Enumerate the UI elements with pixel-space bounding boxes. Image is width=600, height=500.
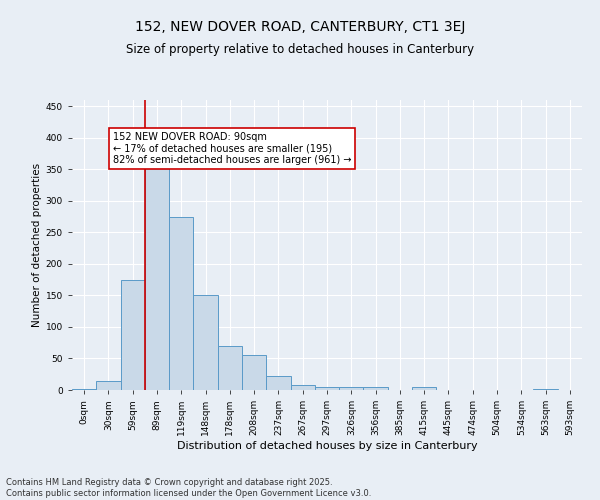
Bar — [364, 387, 388, 390]
Bar — [193, 296, 218, 390]
Text: 152, NEW DOVER ROAD, CANTERBURY, CT1 3EJ: 152, NEW DOVER ROAD, CANTERBURY, CT1 3EJ — [135, 20, 465, 34]
Text: Size of property relative to detached houses in Canterbury: Size of property relative to detached ho… — [126, 42, 474, 56]
Bar — [339, 387, 364, 390]
Bar — [266, 376, 290, 390]
Bar — [169, 216, 193, 390]
Bar — [242, 356, 266, 390]
Text: Contains HM Land Registry data © Crown copyright and database right 2025.
Contai: Contains HM Land Registry data © Crown c… — [6, 478, 371, 498]
Bar — [290, 385, 315, 390]
Bar — [145, 154, 169, 390]
Bar — [96, 380, 121, 390]
Bar — [315, 387, 339, 390]
Y-axis label: Number of detached properties: Number of detached properties — [32, 163, 41, 327]
Bar — [218, 346, 242, 390]
Bar — [72, 388, 96, 390]
X-axis label: Distribution of detached houses by size in Canterbury: Distribution of detached houses by size … — [176, 441, 478, 451]
Bar — [412, 387, 436, 390]
Text: 152 NEW DOVER ROAD: 90sqm
← 17% of detached houses are smaller (195)
82% of semi: 152 NEW DOVER ROAD: 90sqm ← 17% of detac… — [113, 132, 352, 165]
Bar — [533, 388, 558, 390]
Bar — [121, 280, 145, 390]
